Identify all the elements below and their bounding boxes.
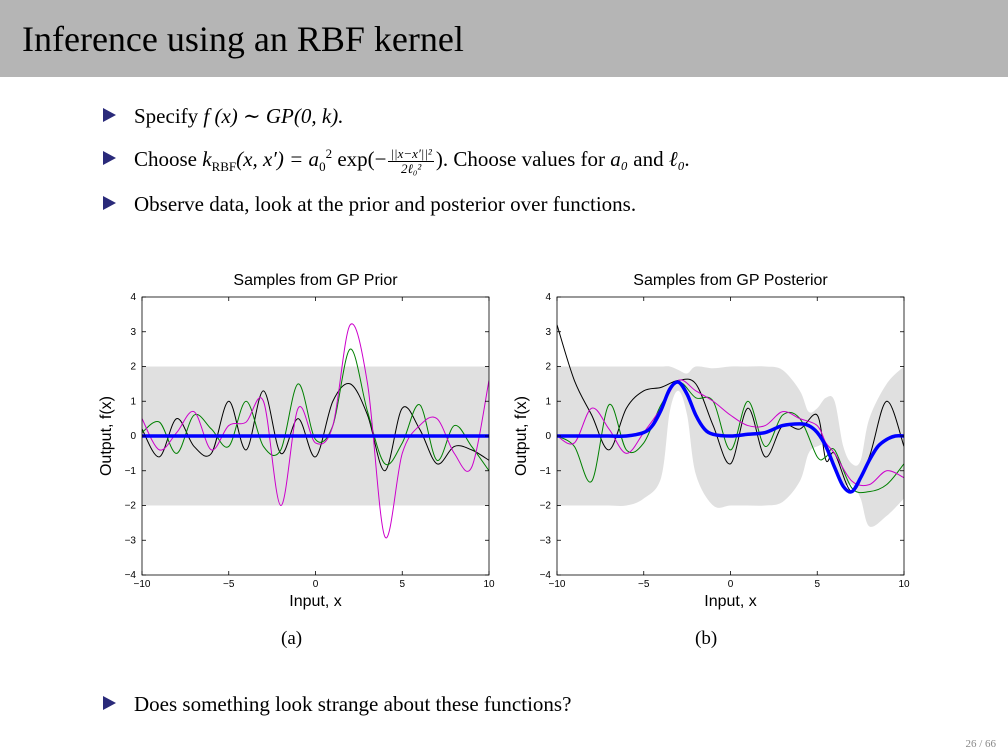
chart-title: Samples from GP Posterior bbox=[633, 272, 828, 289]
y-tick-label: 1 bbox=[545, 396, 551, 407]
bullet-observe: Observe data, look at the prior and post… bbox=[103, 192, 636, 217]
x-tick-label: 5 bbox=[814, 579, 820, 590]
bullet-text: Specify bbox=[134, 104, 204, 128]
bullet-math: exp(− bbox=[332, 147, 387, 171]
bullet-question: Does something look strange about these … bbox=[103, 692, 571, 717]
y-axis-label: Output, f(x) bbox=[513, 396, 530, 476]
bullet-arrow-icon bbox=[103, 196, 116, 210]
x-tick-label: 0 bbox=[313, 579, 319, 590]
x-tick-label: −5 bbox=[223, 579, 235, 590]
slide-title: Inference using an RBF kernel bbox=[22, 19, 464, 59]
bullet-text: Observe data, look at the prior and post… bbox=[134, 192, 637, 216]
y-tick-label: 3 bbox=[130, 327, 136, 338]
bullet-text: and bbox=[628, 147, 669, 171]
chart-title: Samples from GP Prior bbox=[233, 272, 398, 289]
kernel-fraction: ||x−x′||² 2ℓ₀² bbox=[388, 145, 434, 176]
bullet-text: Choose bbox=[134, 147, 203, 171]
y-axis-label: Output, f(x) bbox=[98, 396, 115, 476]
bullet-arrow-icon bbox=[103, 108, 116, 122]
bullet-math: (x, x′) = a bbox=[236, 147, 320, 171]
x-axis-label: Input, x bbox=[704, 593, 756, 610]
y-tick-label: 2 bbox=[130, 362, 136, 373]
y-tick-label: −1 bbox=[540, 466, 552, 477]
bullet-specify: Specify f (x) ∼ GP(0, k). bbox=[103, 104, 343, 129]
caption-a: (a) bbox=[281, 628, 303, 649]
bullet-sub: RBF bbox=[211, 159, 237, 175]
y-tick-label: 0 bbox=[130, 431, 136, 442]
caption-b: (b) bbox=[695, 628, 718, 649]
y-tick-label: 3 bbox=[545, 327, 551, 338]
y-tick-label: −1 bbox=[125, 466, 137, 477]
y-tick-label: 1 bbox=[130, 396, 136, 407]
bullet-math: ℓ₀. bbox=[668, 147, 691, 171]
sample-line-black bbox=[142, 382, 489, 472]
bullet-math: k bbox=[202, 147, 212, 171]
x-tick-label: 10 bbox=[483, 579, 495, 590]
bullet-choose: Choose kRBF(x, x′) = a02 exp(− ||x−x′||² 2… bbox=[103, 146, 690, 176]
y-tick-label: 4 bbox=[545, 292, 551, 303]
bullet-arrow-icon bbox=[103, 151, 116, 165]
sample-line-magenta bbox=[557, 379, 904, 487]
y-tick-label: 2 bbox=[545, 362, 551, 373]
fraction-numerator: ||x−x′||² bbox=[388, 145, 434, 162]
x-tick-label: −5 bbox=[638, 579, 650, 590]
bullet-text: Does something look strange about these … bbox=[134, 692, 572, 716]
mean-line bbox=[557, 380, 904, 494]
slide-header bbox=[0, 0, 1008, 77]
confidence-band bbox=[557, 366, 904, 527]
y-tick-label: −3 bbox=[125, 535, 137, 546]
page-number: 26 / 66 bbox=[965, 738, 996, 750]
bullet-arrow-icon bbox=[103, 696, 116, 710]
x-tick-label: 5 bbox=[399, 579, 405, 590]
x-tick-label: −10 bbox=[549, 579, 566, 590]
y-tick-label: 0 bbox=[545, 431, 551, 442]
y-tick-label: −3 bbox=[540, 535, 552, 546]
y-tick-label: −2 bbox=[540, 501, 552, 512]
bullet-math: a₀ bbox=[610, 147, 629, 171]
y-tick-label: −2 bbox=[125, 501, 137, 512]
x-tick-label: 10 bbox=[898, 579, 910, 590]
fraction-denominator: 2ℓ₀² bbox=[400, 160, 422, 176]
x-axis-label: Input, x bbox=[289, 593, 341, 610]
bullet-sup: 2 bbox=[325, 146, 333, 161]
bullet-sub: 0 bbox=[319, 159, 326, 175]
x-tick-label: 0 bbox=[728, 579, 734, 590]
sample-line-green bbox=[142, 348, 489, 472]
y-tick-label: 4 bbox=[130, 292, 136, 303]
y-tick-label: −4 bbox=[540, 570, 552, 581]
x-tick-label: −10 bbox=[134, 579, 151, 590]
y-tick-label: −4 bbox=[125, 570, 137, 581]
bullet-math: f (x) ∼ GP(0, k). bbox=[203, 104, 344, 128]
bullet-text: ). Choose values for bbox=[435, 147, 611, 171]
sample-line-magenta bbox=[142, 323, 489, 539]
